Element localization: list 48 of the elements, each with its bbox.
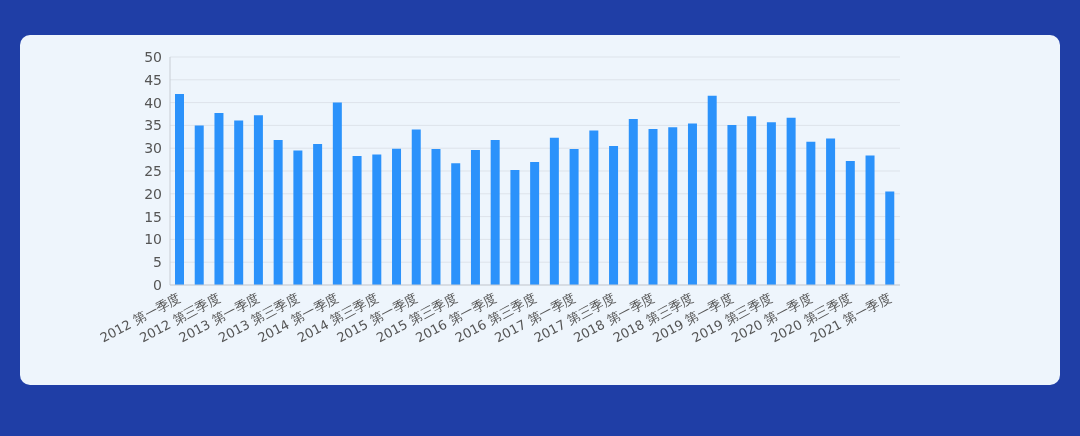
bar (352, 155, 362, 285)
y-tick-label: 45 (144, 71, 162, 88)
bar (747, 116, 757, 285)
bar (372, 154, 382, 285)
bar (253, 115, 263, 285)
bar (194, 125, 204, 285)
bar (510, 170, 520, 285)
bar (175, 93, 184, 285)
y-tick-label: 35 (144, 117, 162, 134)
bar (786, 117, 796, 285)
bar (490, 139, 500, 285)
bar (845, 160, 855, 285)
bar (668, 127, 678, 285)
bar (727, 124, 737, 285)
bar (687, 123, 697, 285)
bar (569, 149, 579, 285)
bar (806, 141, 816, 285)
bar (332, 102, 342, 285)
bar (234, 120, 244, 285)
bar (648, 129, 658, 285)
bar (470, 150, 480, 285)
bar (609, 145, 619, 285)
y-tick-label: 25 (144, 162, 162, 179)
bar (865, 155, 875, 285)
bar (707, 95, 717, 285)
bar (530, 161, 540, 285)
bar (766, 122, 776, 285)
bar (826, 138, 836, 285)
bar (392, 148, 402, 285)
y-tick-label: 0 (153, 276, 162, 293)
y-tick-label: 20 (144, 185, 162, 202)
y-tick-label: 5 (153, 254, 162, 271)
y-tick-label: 50 (144, 48, 162, 65)
bar (589, 130, 599, 285)
bar (451, 163, 461, 285)
bar (549, 137, 559, 285)
bar (293, 150, 303, 285)
y-tick-label: 10 (144, 231, 162, 248)
bar (273, 139, 283, 285)
bar (885, 191, 895, 285)
y-tick-label: 15 (144, 208, 162, 225)
y-tick-label: 30 (144, 140, 162, 157)
bar (411, 129, 421, 285)
bar (431, 149, 441, 285)
bar (313, 144, 323, 285)
bar (628, 119, 638, 285)
bar (214, 113, 224, 285)
y-tick-label: 40 (144, 94, 162, 111)
